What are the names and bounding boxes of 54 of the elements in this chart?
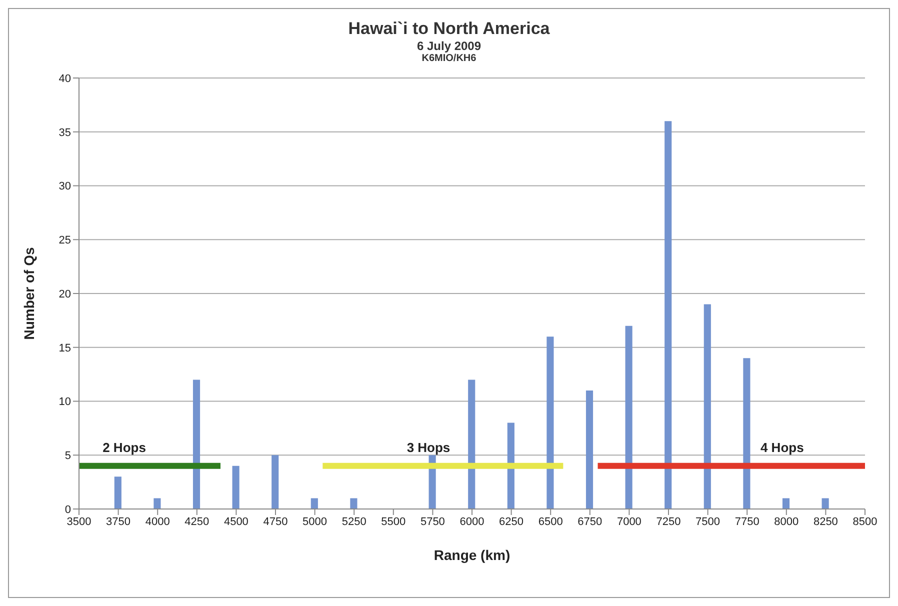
bar xyxy=(704,304,711,509)
x-tick-label: 7250 xyxy=(656,516,681,528)
bar xyxy=(586,390,594,509)
x-tick-label: 4500 xyxy=(224,516,248,528)
bar xyxy=(507,422,514,509)
x-tick-label: 3750 xyxy=(106,516,131,528)
bar xyxy=(468,380,476,509)
x-tick-label: 4250 xyxy=(184,516,210,528)
bar xyxy=(310,498,318,509)
bar xyxy=(350,498,358,509)
bar xyxy=(664,121,672,509)
bar xyxy=(154,498,161,509)
y-tick-label: 20 xyxy=(58,288,71,300)
bar xyxy=(272,455,279,509)
bar xyxy=(743,358,750,509)
x-tick-label: 4750 xyxy=(263,516,288,528)
chart-title: Hawai`i to North America xyxy=(347,19,551,39)
y-axis-title: Number of Qs xyxy=(20,247,37,340)
series-label: 4 Hops xyxy=(760,440,804,455)
x-tick-label: 5000 xyxy=(302,516,328,528)
bar xyxy=(782,498,790,509)
x-tick-label: 5500 xyxy=(381,516,406,528)
chart-subtitle: 6 July 2009 K6MIO/KH6 xyxy=(416,39,482,64)
x-tick-label: 7750 xyxy=(734,516,760,528)
x-tick-label: 4000 xyxy=(145,516,170,528)
bar xyxy=(192,380,200,509)
x-tick-label: 3500 xyxy=(66,516,92,528)
x-tick-label: 6750 xyxy=(578,516,602,528)
y-tick-label: 30 xyxy=(58,180,71,193)
x-tick-label: 6500 xyxy=(538,516,563,528)
x-tick-label: 5750 xyxy=(420,516,445,528)
series-label: 3 Hops xyxy=(406,440,450,455)
y-tick-label: 10 xyxy=(58,396,71,408)
x-tick-label: 8250 xyxy=(813,516,838,528)
x-tick-label: 8500 xyxy=(852,516,878,528)
bar xyxy=(822,498,829,509)
y-tick-label: 0 xyxy=(64,504,71,516)
bar xyxy=(625,326,632,509)
bar xyxy=(114,476,122,509)
x-tick-label: 7000 xyxy=(616,516,642,528)
x-tick-label: 6000 xyxy=(460,516,484,528)
bar xyxy=(546,336,554,509)
y-tick-label: 15 xyxy=(58,342,71,354)
y-tick-label: 35 xyxy=(58,126,71,139)
x-tick-label: 8000 xyxy=(774,516,799,528)
y-tick-label: 5 xyxy=(64,450,71,462)
bar xyxy=(232,466,240,509)
y-tick-label: 25 xyxy=(58,234,71,247)
x-tick-label: 6250 xyxy=(499,516,524,528)
y-tick-label: 40 xyxy=(58,72,71,85)
series-label: 2 Hops xyxy=(102,440,146,455)
x-axis-title: Range (km) xyxy=(434,547,510,563)
x-tick-label: 5250 xyxy=(342,516,366,528)
x-tick-label: 7500 xyxy=(696,516,720,528)
